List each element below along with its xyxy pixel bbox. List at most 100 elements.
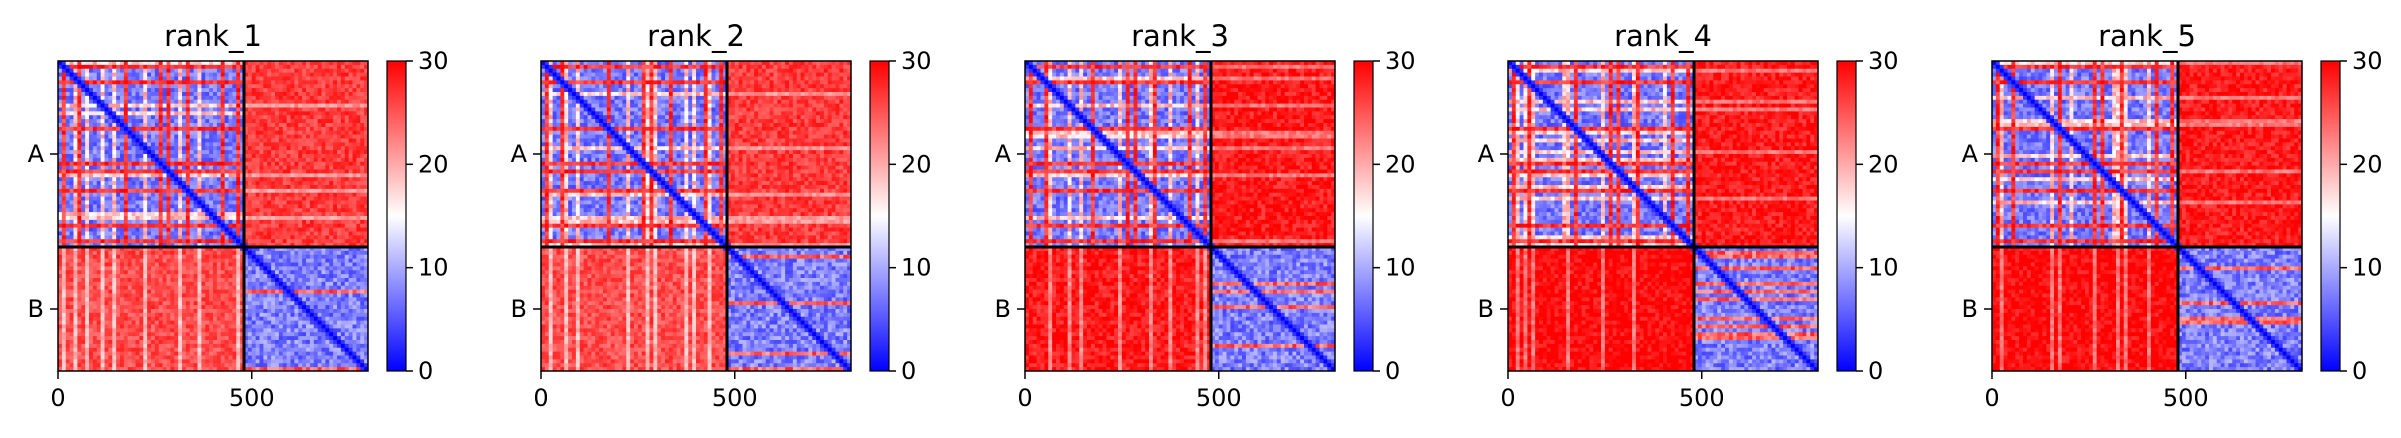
heatmap-cell [108,108,112,112]
heatmap-cell [229,73,233,77]
heatmap-cell [302,65,306,69]
heatmap-cell [85,65,89,69]
heatmap-cell [97,104,101,108]
heatmap-cell [108,92,112,96]
heatmap-cell [345,111,349,115]
heatmap-cell [256,108,260,112]
heatmap-cell [314,92,318,96]
heatmap-cell [213,111,217,115]
heatmap-cell [147,111,151,115]
heatmap-cell [217,108,221,112]
heatmap-cell [306,88,310,92]
heatmap-cell [89,88,93,92]
heatmap-cell [209,92,213,96]
heatmap-cell [85,96,89,100]
heatmap-cell [252,80,256,84]
heatmap-cell [93,88,97,92]
heatmap-cell [151,123,155,127]
heatmap-cell [356,111,360,115]
heatmap-cell [101,108,105,112]
heatmap-cell [186,111,190,115]
heatmap-cell [77,111,81,115]
heatmap-cell [256,65,260,69]
heatmap-cell [201,88,205,92]
heatmap-cell [186,65,190,69]
heatmap-cell [74,111,78,115]
heatmap-cell [349,119,353,123]
heatmap-cell [353,92,357,96]
heatmap-cell [174,69,178,73]
heatmap-cell [132,69,136,73]
heatmap-cell [120,123,124,127]
heatmap-cell [345,77,349,81]
heatmap-cell [93,65,97,69]
heatmap-cell [62,73,66,77]
heatmap-cell [291,88,295,92]
heatmap-cell [66,80,70,84]
heatmap-cell [139,80,143,84]
heatmap-cell [81,65,85,69]
heatmap-cell [248,108,252,112]
heatmap-cell [260,65,264,69]
heatmap-cell [310,100,314,104]
heatmap-cell [302,104,306,108]
heatmap-cell [163,115,167,119]
heatmap-cell [163,80,167,84]
heatmap-cell [182,115,186,119]
heatmap-cell [333,65,337,69]
heatmap-cell [248,104,252,108]
heatmap-cell [97,69,101,73]
heatmap-cell [112,92,116,96]
heatmap-cell [263,80,267,84]
heatmap-cell [279,77,283,81]
heatmap-cell [120,119,124,123]
heatmap-cell [74,69,78,73]
heatmap-cell [81,100,85,104]
heatmap-cell [267,108,271,112]
heatmap-cell [105,88,109,92]
panel-1: rank_1AB0 5000102030 [28,19,449,412]
heatmap-cell [341,100,345,104]
heatmap-cell [248,73,252,77]
heatmap-cell [124,92,128,96]
heatmap-cell [198,104,202,108]
heatmap-cell [194,69,198,73]
heatmap-cell [267,69,271,73]
heatmap-cell [66,119,70,123]
heatmap-cell [108,119,112,123]
heatmap-cell [221,92,225,96]
heatmap-cell [85,69,89,73]
heatmap-cell [105,77,109,81]
heatmap-cell [279,104,283,108]
heatmap-cell [345,119,349,123]
heatmap-cell [283,123,287,127]
heatmap-cell [333,115,337,119]
heatmap-cell [116,115,120,119]
heatmap-cell [229,84,233,88]
heatmap-cell [128,111,132,115]
heatmap-cell [263,69,267,73]
heatmap-cell [263,111,267,115]
heatmap-cell [151,88,155,92]
heatmap-cell [260,115,264,119]
heatmap-cell [329,84,333,88]
heatmap-cell [116,80,120,84]
heatmap-cell [194,123,198,127]
heatmap-cell [89,92,93,96]
heatmap-cell [186,115,190,119]
heatmap-cell [93,123,97,127]
heatmap-cell [213,123,217,127]
heatmap-cell [345,65,349,69]
heatmap-cell [174,104,178,108]
heatmap-cell [167,108,171,112]
heatmap-cell [178,100,182,104]
heatmap-cell [225,65,229,69]
heatmap-cell [198,96,202,100]
heatmap-cell [329,119,333,123]
heatmap-cell [271,123,275,127]
heatmap-cell [209,73,213,77]
heatmap-cell [232,73,236,77]
heatmap-cell [360,84,364,88]
heatmap-cell [349,115,353,119]
heatmap-cell [271,84,275,88]
